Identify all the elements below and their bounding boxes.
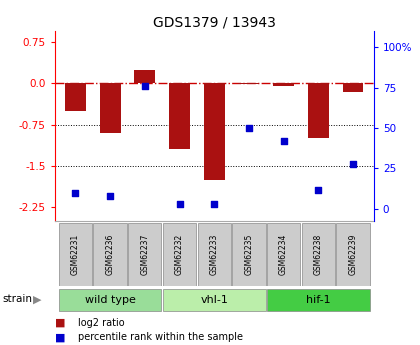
Text: GSM62234: GSM62234: [279, 234, 288, 275]
Bar: [169, 83, 190, 149]
Text: wild type: wild type: [85, 295, 136, 305]
Point: [72, 190, 79, 196]
Text: ■: ■: [55, 318, 65, 327]
Text: GSM62239: GSM62239: [349, 234, 357, 275]
Bar: [134, 70, 155, 83]
Point: [280, 138, 287, 144]
Text: percentile rank within the sample: percentile rank within the sample: [78, 333, 243, 342]
Bar: [302, 223, 335, 286]
Point: [246, 125, 252, 131]
Point: [349, 161, 356, 166]
Title: GDS1379 / 13943: GDS1379 / 13943: [153, 16, 276, 30]
Text: GSM62235: GSM62235: [244, 234, 253, 275]
Bar: [100, 83, 121, 133]
Text: hif-1: hif-1: [306, 295, 331, 305]
Bar: [267, 223, 300, 286]
Bar: [197, 223, 231, 286]
Point: [315, 187, 322, 192]
Bar: [94, 223, 127, 286]
Text: GSM62231: GSM62231: [71, 234, 80, 275]
Text: log2 ratio: log2 ratio: [78, 318, 124, 327]
Bar: [59, 223, 92, 286]
Point: [211, 201, 218, 207]
Bar: [273, 83, 294, 86]
Bar: [163, 289, 265, 311]
Text: GSM62233: GSM62233: [210, 234, 219, 275]
Text: GSM62237: GSM62237: [140, 234, 149, 275]
Point: [107, 193, 113, 199]
Bar: [239, 83, 259, 85]
Text: GSM62232: GSM62232: [175, 234, 184, 275]
Bar: [308, 83, 329, 138]
Bar: [343, 83, 363, 91]
Bar: [163, 223, 196, 286]
Bar: [59, 289, 161, 311]
Bar: [267, 289, 370, 311]
Point: [176, 201, 183, 207]
Bar: [204, 83, 225, 179]
Text: GSM62238: GSM62238: [314, 234, 323, 275]
Text: vhl-1: vhl-1: [200, 295, 228, 305]
Text: strain: strain: [2, 294, 32, 304]
Text: ■: ■: [55, 333, 65, 342]
Bar: [232, 223, 265, 286]
Text: ▶: ▶: [33, 294, 41, 304]
Bar: [128, 223, 161, 286]
Text: GSM62236: GSM62236: [105, 234, 115, 275]
Bar: [336, 223, 370, 286]
Point: [142, 83, 148, 89]
Bar: [65, 83, 86, 111]
